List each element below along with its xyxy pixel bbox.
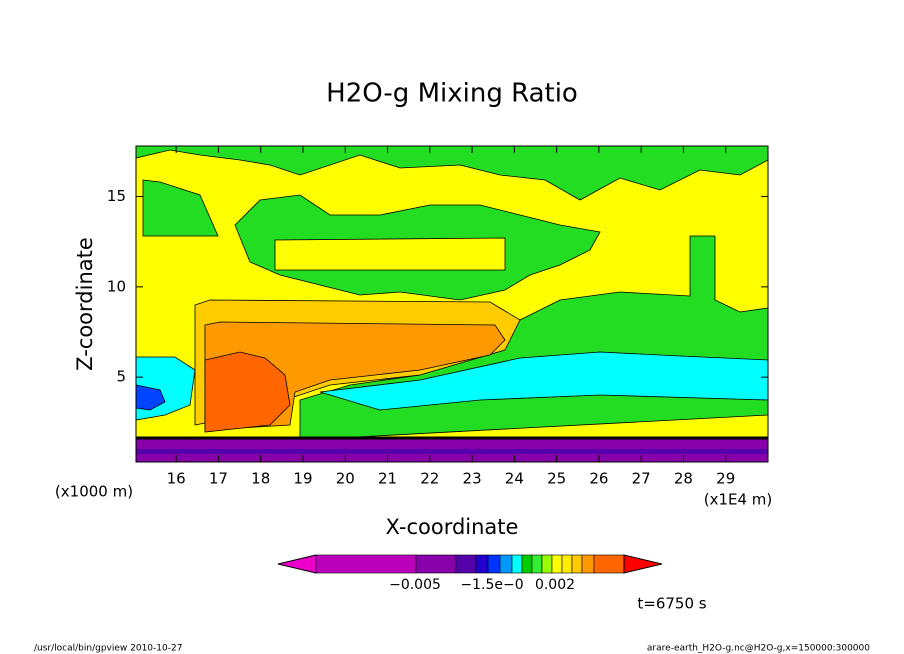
- footer-left: /usr/local/bin/gpview 2010-10-27: [34, 644, 182, 654]
- x-tick-label: 24: [505, 470, 524, 488]
- x-tick-label: 27: [632, 470, 651, 488]
- colorbar-swatch: [531, 554, 543, 574]
- x-tick-label: 22: [420, 470, 439, 488]
- colorbar-label: −0.005: [389, 577, 441, 593]
- colorbar-swatch: [277, 554, 317, 574]
- colorbar-swatch: [571, 554, 583, 574]
- colorbar: −0.005 −1.5e−0 0.002: [277, 554, 663, 593]
- x-tick-label: 18: [251, 470, 270, 488]
- contour-region: [204, 351, 291, 433]
- colorbar-swatch: [541, 554, 553, 574]
- y-tick-label: 5: [116, 368, 126, 386]
- contour-region: [274, 237, 506, 271]
- colorbar-swatch: [415, 554, 457, 574]
- x-tick-label: 29: [716, 470, 735, 488]
- axes: 16 17 18 19 20 21 22 23 24 25 26 27 28 29 5 10 15: [107, 146, 768, 488]
- colorbar-label: 0.002: [535, 577, 575, 593]
- chart-title: H2O-g Mixing Ratio: [326, 79, 578, 109]
- contour-region: [135, 145, 769, 201]
- colorbar-label: −1.5e−0: [460, 577, 523, 593]
- colorbar-swatch: [521, 554, 533, 574]
- colorbar-swatch: [455, 554, 477, 574]
- colorbar-swatch: [623, 554, 663, 574]
- x-tick-label: 26: [589, 470, 608, 488]
- colorbar-swatch: [561, 554, 573, 574]
- x-tick-label: 28: [674, 470, 693, 488]
- x-tick-label: 16: [167, 470, 186, 488]
- contour-region: [142, 179, 219, 237]
- y-tick-label: 15: [107, 187, 126, 205]
- contour-field: [135, 145, 769, 462]
- colorbar-swatch: [511, 554, 523, 574]
- y-tick-label: 10: [107, 277, 126, 295]
- colorbar-swatch: [475, 554, 489, 574]
- x-tick-label: 23: [463, 470, 482, 488]
- x-tick-label: 19: [293, 470, 312, 488]
- x-unit: (x1E4 m): [704, 491, 773, 509]
- colorbar-swatch: [487, 554, 501, 574]
- x-axis-label: X-coordinate: [386, 515, 519, 539]
- plot-frame: [135, 145, 769, 463]
- colorbar-swatch: [499, 554, 513, 574]
- time-label: t=6750 s: [637, 595, 706, 613]
- x-tick-label: 25: [547, 470, 566, 488]
- x-tick-label: 21: [378, 470, 397, 488]
- colorbar-swatch: [315, 554, 417, 574]
- x-tick-label: 20: [336, 470, 355, 488]
- x-tick-label: 17: [209, 470, 228, 488]
- colorbar-swatch: [551, 554, 563, 574]
- y-axis-label: Z-coordinate: [73, 237, 97, 371]
- colorbar-swatch: [581, 554, 595, 574]
- footer-right: arare-earth_H2O-g.nc@H2O-g,x=150000:3000…: [647, 644, 870, 654]
- colorbar-swatch: [593, 554, 625, 574]
- y-unit: (x1000 m): [55, 483, 133, 501]
- contour-region: [136, 449, 768, 454]
